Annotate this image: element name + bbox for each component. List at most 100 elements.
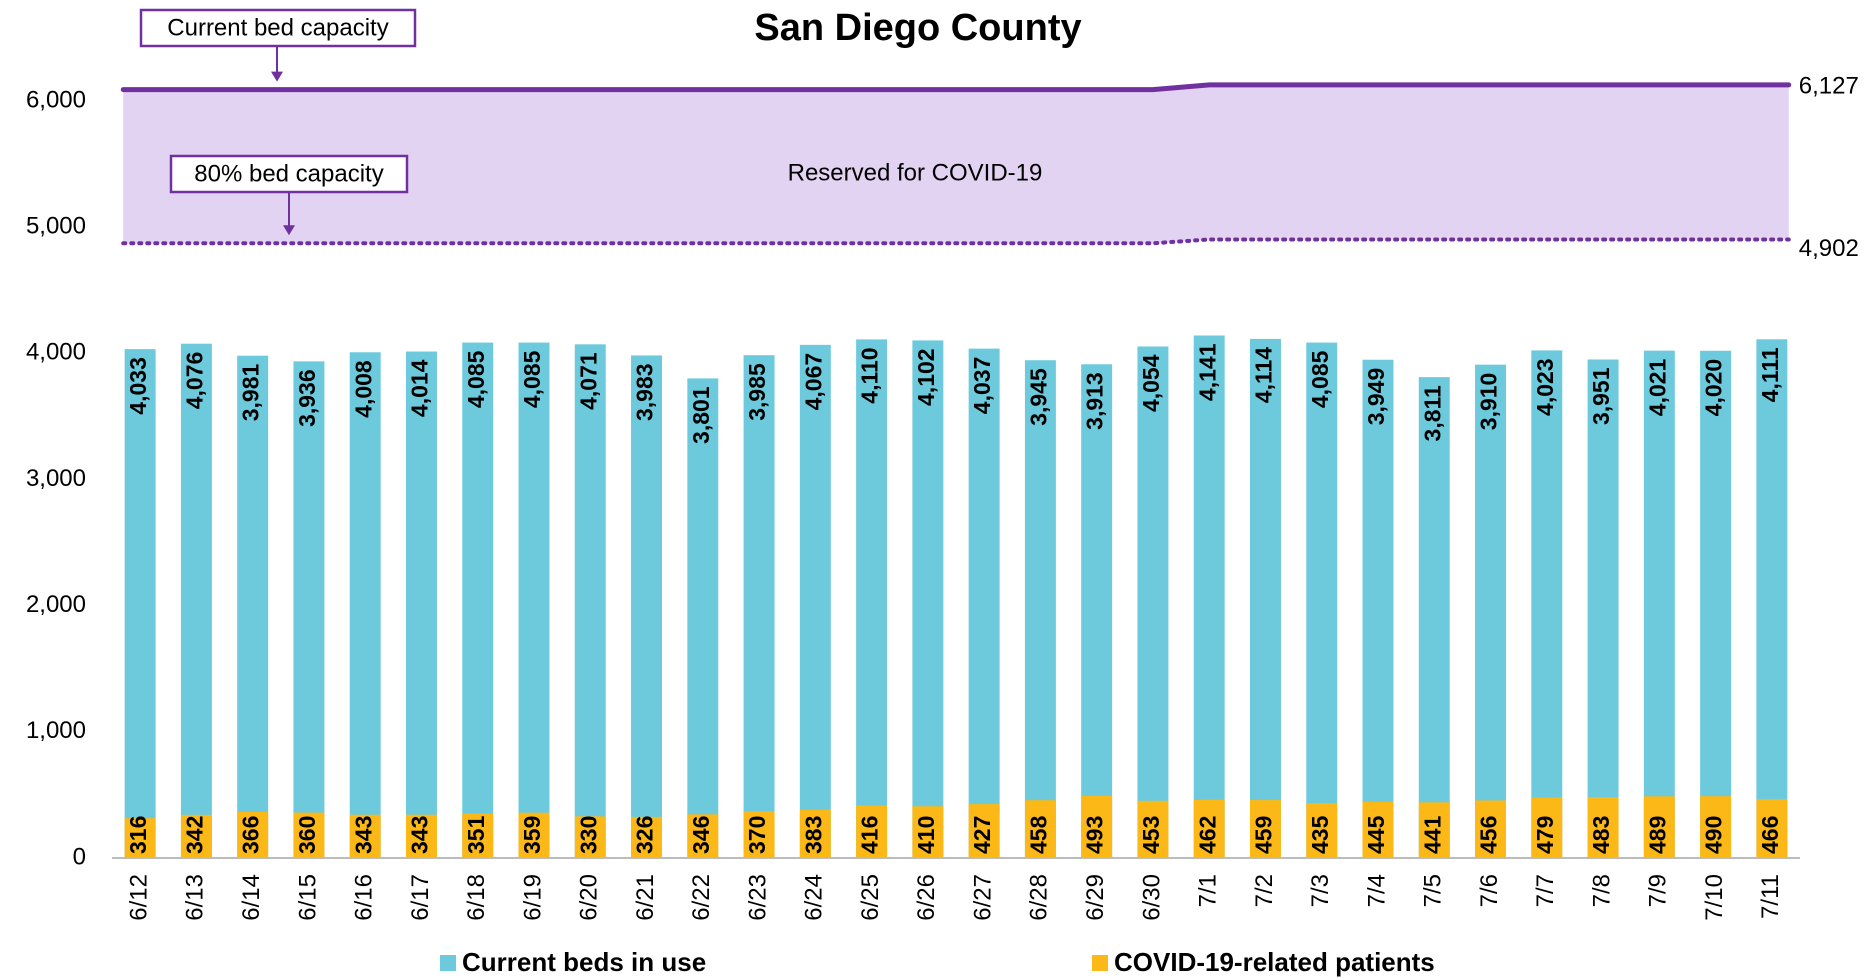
data-label: 3,910: [1476, 373, 1502, 431]
bar: [687, 814, 719, 858]
bar: [405, 814, 437, 858]
x-tick-label: 6/15: [294, 874, 321, 921]
bar: [1587, 359, 1619, 858]
bar: [799, 344, 831, 858]
bar: [1531, 797, 1563, 858]
data-label: 445: [1363, 815, 1389, 854]
x-tick-label: 6/12: [125, 874, 152, 921]
x-tick-label: 7/2: [1251, 874, 1278, 907]
data-label: 459: [1251, 816, 1277, 854]
data-label: 346: [688, 816, 714, 854]
data-label: 4,141: [1194, 343, 1220, 401]
x-tick-label: 6/23: [744, 874, 771, 921]
bar: [968, 804, 1000, 858]
bar: [574, 816, 606, 858]
y-tick-label: 5,000: [26, 212, 86, 239]
bar: [968, 348, 1000, 858]
x-tick-label: 7/8: [1588, 874, 1615, 907]
y-tick-label: 2,000: [26, 591, 86, 618]
bar: [1587, 797, 1619, 858]
x-tick-label: 6/21: [632, 874, 659, 921]
data-label: 4,037: [969, 357, 995, 415]
bar: [574, 344, 606, 859]
data-label: 359: [519, 816, 545, 854]
data-label: 4,085: [1307, 350, 1333, 408]
data-label: 4,071: [575, 352, 601, 410]
bar: [912, 806, 944, 858]
data-label: 342: [181, 816, 207, 854]
y-tick-label: 4,000: [26, 339, 86, 366]
x-tick-label: 7/9: [1645, 874, 1672, 907]
x-tick-label: 6/19: [519, 874, 546, 921]
bar: [743, 811, 775, 858]
x-tick-label: 6/24: [801, 874, 828, 921]
bar: [1700, 796, 1732, 858]
data-label: 462: [1194, 816, 1220, 854]
x-tick-label: 7/10: [1701, 874, 1728, 921]
bar: [1362, 801, 1394, 858]
bar: [518, 342, 550, 859]
bar: [1024, 800, 1056, 858]
x-tick-label: 7/5: [1420, 874, 1447, 907]
data-label: 4,110: [857, 347, 883, 403]
bar: [124, 818, 156, 858]
data-label: 330: [575, 816, 601, 854]
x-tick-label: 6/25: [857, 874, 884, 921]
bar: [462, 342, 494, 859]
x-tick-label: 7/1: [1195, 874, 1222, 907]
bar: [1081, 364, 1113, 858]
data-label: 4,085: [463, 350, 489, 408]
bar: [1756, 799, 1788, 858]
x-tick-label: 7/3: [1307, 874, 1334, 907]
bar: [687, 378, 719, 858]
bar: [462, 813, 494, 858]
bar: [1081, 795, 1113, 858]
reserved-area: [123, 84, 1789, 244]
data-label: 4,020: [1701, 359, 1727, 417]
y-tick-label: 1,000: [26, 717, 86, 744]
bar: [1306, 342, 1338, 859]
data-label: 493: [1082, 816, 1108, 854]
bar: [1362, 359, 1394, 858]
data-label: 4,054: [1138, 354, 1164, 412]
bar: [1531, 350, 1563, 858]
bar: [1756, 339, 1788, 858]
area-label: Reserved for COVID-19: [788, 159, 1043, 186]
bar: [1137, 800, 1169, 858]
data-label: 4,008: [350, 360, 376, 418]
bar: [1024, 360, 1056, 858]
bar: [180, 814, 212, 858]
bar: [1700, 350, 1732, 858]
x-tick-label: 6/22: [688, 874, 715, 921]
arrow-head: [283, 225, 295, 236]
data-label: 435: [1307, 815, 1333, 854]
bar: [518, 812, 550, 858]
bar: [1418, 377, 1450, 858]
data-label: 458: [1025, 815, 1051, 854]
bar: [912, 340, 944, 859]
data-label: 4,102: [913, 348, 939, 406]
annotation: Current bed capacity: [167, 14, 388, 41]
data-label: 466: [1757, 816, 1783, 854]
x-tick-label: 7/7: [1532, 874, 1559, 907]
bar: [293, 812, 325, 858]
data-label: 456: [1476, 816, 1502, 854]
data-label: 316: [125, 816, 151, 854]
x-tick-label: 6/17: [407, 874, 434, 921]
data-label: 410: [913, 816, 939, 854]
bar: [1643, 350, 1675, 858]
bar: [1306, 803, 1338, 858]
end-label: 6,127: [1799, 72, 1859, 99]
bar: [237, 355, 269, 858]
data-label: 4,114: [1251, 347, 1277, 403]
data-label: 3,936: [294, 369, 320, 427]
y-tick-label: 6,000: [26, 86, 86, 113]
bar: [1418, 802, 1450, 858]
x-tick-label: 6/27: [969, 874, 996, 921]
bar: [1643, 796, 1675, 858]
x-tick-label: 6/18: [463, 874, 490, 921]
data-label: 370: [744, 816, 770, 854]
data-label: 4,023: [1532, 358, 1558, 416]
bar: [180, 343, 212, 858]
